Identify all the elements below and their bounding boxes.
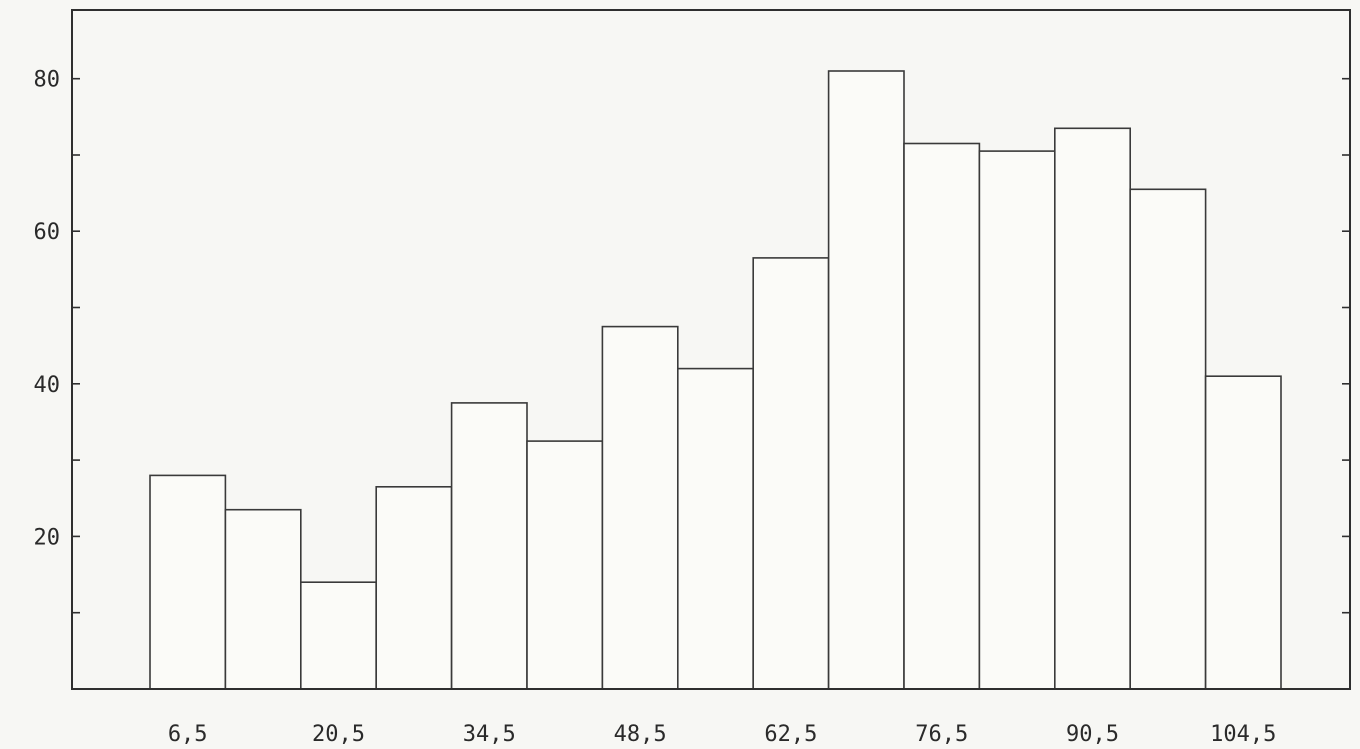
- bar-13: [1129, 188, 1207, 690]
- bar-2: [299, 581, 377, 690]
- y-tick-label-80: 80: [34, 68, 61, 93]
- bar-8: [752, 257, 830, 690]
- y-tick-label-20: 20: [34, 525, 61, 550]
- bar-5: [526, 440, 604, 690]
- x-tick-label-5: 76,5: [915, 722, 968, 747]
- x-tick-label-4: 62,5: [764, 722, 817, 747]
- x-tick-label-0: 6,5: [168, 722, 208, 747]
- x-tick-label-7: 104,5: [1210, 722, 1276, 747]
- bar-0: [149, 474, 227, 690]
- labels-layer: 20 40 60 80 6,5 20,5 34,5 48,5 62,5 76,5 90,5 104,5: [34, 68, 1277, 747]
- ticks-layer: [72, 77, 1350, 614]
- bar-3: [375, 485, 453, 690]
- bar-6: [601, 325, 679, 690]
- bar-4: [450, 402, 528, 690]
- bar-14: [1204, 375, 1282, 690]
- bar-10: [903, 142, 981, 690]
- bars-layer: [149, 70, 1282, 690]
- bar-11: [978, 150, 1056, 690]
- bar-9: [827, 70, 905, 690]
- bar-7: [676, 367, 754, 690]
- x-tick-label-2: 34,5: [463, 722, 516, 747]
- x-tick-label-1: 20,5: [312, 722, 365, 747]
- y-tick-label-60: 60: [34, 220, 61, 245]
- plot-frame: [71, 9, 1351, 690]
- x-tick-label-3: 48,5: [614, 722, 667, 747]
- bar-12: [1054, 127, 1132, 690]
- x-tick-label-6: 90,5: [1066, 722, 1119, 747]
- bar-1: [224, 508, 302, 690]
- y-tick-label-40: 40: [34, 373, 61, 398]
